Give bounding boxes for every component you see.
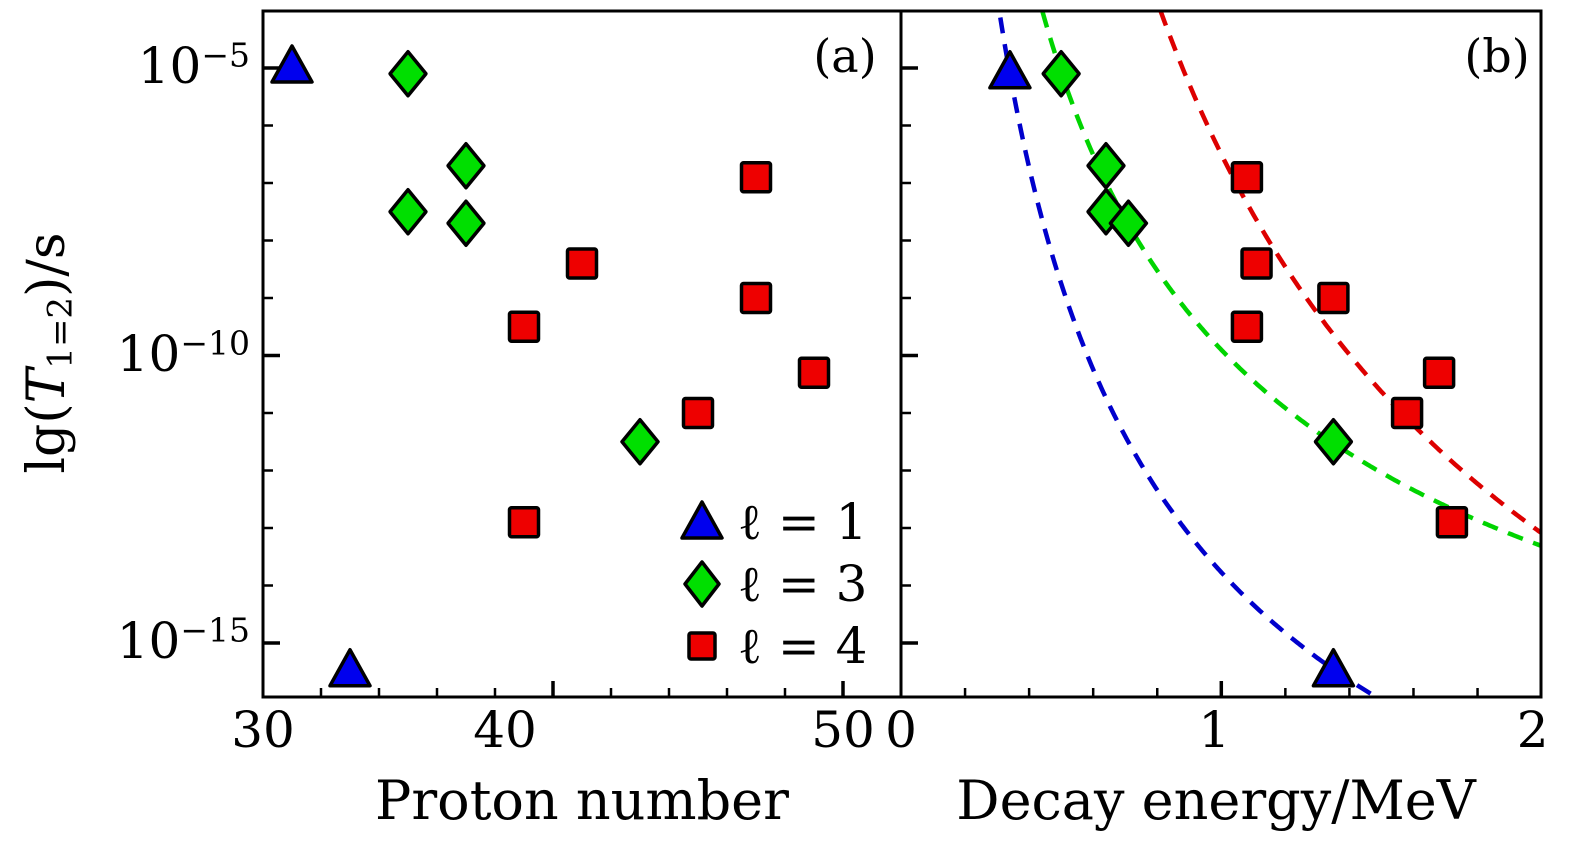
- legend-label-l1: ℓ = 1: [738, 493, 868, 551]
- y-axis-title-symbol: T: [17, 368, 77, 404]
- x-tick-label-b-1: 1: [1198, 701, 1231, 759]
- x-tick-label-a-50: 50: [811, 701, 875, 759]
- panel-b-letter: (b): [1464, 29, 1530, 83]
- y-axis-title-suffix: )/s: [17, 232, 77, 297]
- legend-item-l3: ℓ = 3: [678, 553, 867, 615]
- data-point-square: [1240, 247, 1273, 280]
- data-point-square: [739, 161, 773, 194]
- panel-a-letter: (a): [813, 29, 877, 83]
- data-point-square: [1230, 310, 1264, 343]
- data-point-square: [797, 356, 831, 389]
- data-point-triangle: [328, 648, 372, 688]
- curve-b-l1: [998, 17, 1378, 696]
- x-tick-label-b-0: 0: [885, 701, 917, 759]
- x-axis-title-a: Proton number: [375, 769, 789, 832]
- y-tick-label--5: 10−5: [137, 35, 250, 95]
- data-point-square: [1317, 281, 1350, 315]
- legend-square-shape: [687, 631, 717, 661]
- y-tick-label--15: 10−15: [116, 610, 250, 670]
- data-point-triangle: [988, 50, 1032, 90]
- x-tick-label-a-40: 40: [473, 701, 537, 759]
- data-point-square: [1390, 396, 1424, 430]
- data-point-square: [507, 506, 541, 539]
- data-point-diamond: [388, 50, 428, 98]
- legend-triangle-shape: [680, 500, 724, 540]
- x-tick-label-b-2: 2: [1516, 701, 1549, 759]
- square-marker-icon: [687, 631, 717, 661]
- data-point-diamond: [1313, 418, 1354, 466]
- data-point-square: [739, 281, 773, 315]
- triangle-marker-icon: [680, 500, 724, 540]
- data-point-diamond: [388, 188, 428, 236]
- diamond-marker-icon: [683, 560, 721, 608]
- y-tick-label--10: 10−10: [116, 323, 250, 383]
- legend-label-l3: ℓ = 3: [738, 555, 868, 613]
- data-point-triangle: [1311, 648, 1356, 688]
- data-point-square: [507, 310, 541, 343]
- data-point-diamond: [446, 199, 486, 247]
- data-point-square: [565, 247, 599, 280]
- x-tick-label-a-30: 30: [231, 701, 295, 759]
- y-axis-title-prefix: lg(: [17, 403, 77, 474]
- curve-b-l4: [1158, 12, 1540, 535]
- legend-label-l4: ℓ = 4: [738, 617, 868, 675]
- data-point-square: [1230, 161, 1264, 194]
- data-point-square: [1422, 356, 1456, 389]
- x-axis-title-b: Decay energy/MeV: [956, 769, 1476, 832]
- y-axis-title: lg(T1=2)/s: [16, 153, 81, 553]
- data-point-diamond: [620, 418, 660, 466]
- data-point-diamond: [1041, 50, 1081, 98]
- data-point-diamond: [1108, 199, 1149, 247]
- legend: ℓ = 1 ℓ = 3 ℓ = 4: [678, 491, 867, 677]
- legend-item-l4: ℓ = 4: [678, 615, 867, 677]
- data-point-square: [681, 396, 715, 430]
- legend-diamond-shape: [683, 560, 721, 608]
- data-point-triangle: [270, 44, 314, 84]
- data-point-diamond: [446, 142, 486, 190]
- y-axis-title-subscript: 1=2: [40, 296, 81, 369]
- data-point-square: [1435, 506, 1469, 539]
- data-point-diamond: [1086, 142, 1126, 190]
- legend-item-l1: ℓ = 1: [678, 491, 867, 553]
